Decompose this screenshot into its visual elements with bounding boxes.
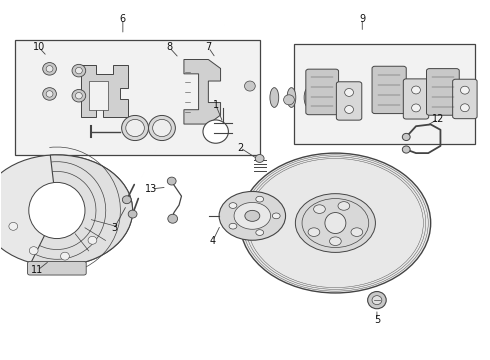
Circle shape [295,194,375,252]
FancyBboxPatch shape [426,69,459,115]
FancyBboxPatch shape [27,261,86,275]
Ellipse shape [461,104,469,112]
Circle shape [314,205,325,213]
Ellipse shape [29,247,38,255]
Text: 10: 10 [33,42,45,52]
Circle shape [351,228,363,237]
Text: 11: 11 [31,265,44,275]
Ellipse shape [219,192,286,240]
Circle shape [330,237,341,246]
Text: 9: 9 [359,14,366,24]
Ellipse shape [287,87,296,107]
Circle shape [256,196,264,202]
Circle shape [0,155,133,266]
Ellipse shape [46,91,53,97]
Text: 8: 8 [166,42,172,52]
Circle shape [229,223,237,229]
Ellipse shape [270,87,279,107]
FancyBboxPatch shape [336,82,362,120]
Ellipse shape [46,66,53,72]
Ellipse shape [372,296,382,305]
Ellipse shape [304,87,313,107]
Ellipse shape [168,214,177,223]
Ellipse shape [368,292,386,309]
Text: 5: 5 [374,315,380,325]
FancyBboxPatch shape [306,69,339,115]
Polygon shape [81,65,128,117]
Text: 12: 12 [432,114,444,124]
Ellipse shape [167,177,176,185]
Ellipse shape [75,93,82,99]
Ellipse shape [284,95,294,105]
Ellipse shape [412,86,420,94]
Text: 13: 13 [145,184,157,194]
Ellipse shape [325,212,346,234]
Ellipse shape [255,154,264,162]
Ellipse shape [122,196,131,204]
Ellipse shape [412,104,420,112]
Ellipse shape [128,210,137,218]
Ellipse shape [344,105,353,113]
Circle shape [308,228,320,237]
Circle shape [229,203,237,208]
Ellipse shape [61,252,70,260]
Ellipse shape [402,134,410,140]
Ellipse shape [126,120,145,136]
Ellipse shape [148,116,175,140]
Ellipse shape [43,63,56,75]
Polygon shape [184,59,220,124]
Ellipse shape [72,89,86,102]
FancyBboxPatch shape [403,79,429,119]
Circle shape [240,153,431,293]
Circle shape [256,230,264,235]
Ellipse shape [402,146,410,153]
Ellipse shape [88,237,97,244]
Bar [15,40,260,155]
Ellipse shape [203,120,228,143]
Ellipse shape [29,183,85,239]
Ellipse shape [43,87,56,100]
Ellipse shape [344,89,353,96]
Ellipse shape [9,222,18,230]
Ellipse shape [122,116,148,140]
Circle shape [338,202,350,210]
Ellipse shape [245,81,255,91]
Bar [294,44,475,144]
Text: 6: 6 [120,14,126,24]
FancyBboxPatch shape [372,66,406,114]
Ellipse shape [72,64,86,77]
Text: 3: 3 [111,224,117,233]
Ellipse shape [245,210,260,221]
Ellipse shape [461,86,469,94]
Wedge shape [31,155,133,266]
Text: 2: 2 [237,143,243,153]
Ellipse shape [153,120,171,136]
Ellipse shape [75,67,82,74]
Polygon shape [89,81,108,109]
Ellipse shape [234,202,270,229]
Text: 1: 1 [213,100,219,110]
Text: 4: 4 [210,236,216,246]
Text: 7: 7 [205,42,212,52]
FancyBboxPatch shape [453,79,477,119]
Circle shape [272,213,280,219]
